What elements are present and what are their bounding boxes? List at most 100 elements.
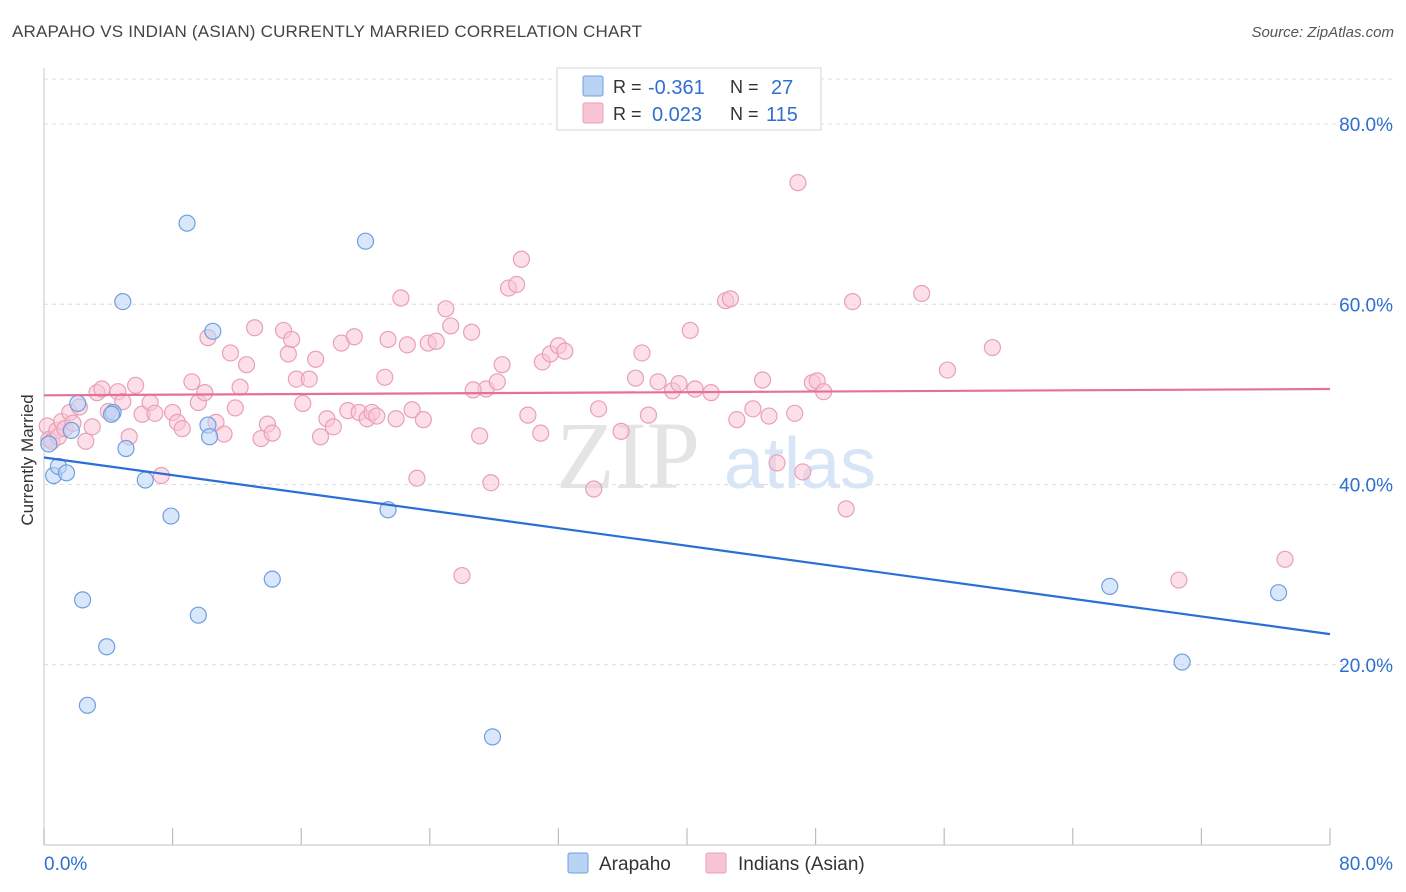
point-arapaho-12 bbox=[136, 471, 154, 489]
point-indian-31 bbox=[215, 425, 233, 443]
y-tick-label-60: 60.0% bbox=[1339, 295, 1393, 316]
data-points bbox=[38, 174, 1294, 746]
point-arapaho-15 bbox=[189, 606, 207, 624]
point-indian-63 bbox=[408, 469, 426, 487]
point-indian-95 bbox=[681, 321, 699, 340]
point-indian-99 bbox=[721, 290, 740, 308]
point-arapaho-22 bbox=[483, 728, 502, 746]
point-arapaho-5 bbox=[69, 394, 87, 413]
point-indian-80 bbox=[519, 406, 537, 424]
legend-label-arapaho: Arapaho bbox=[599, 854, 671, 875]
point-indian-66 bbox=[427, 332, 445, 350]
point-indian-104 bbox=[768, 454, 786, 472]
point-indian-32 bbox=[221, 344, 240, 362]
axes bbox=[43, 68, 1331, 846]
stats-r-value-indian: 0.023 bbox=[652, 104, 702, 126]
point-indian-75 bbox=[488, 373, 506, 391]
y-tick-label-40: 40.0% bbox=[1339, 476, 1393, 497]
point-indian-101 bbox=[744, 400, 762, 418]
y-tick-label-20: 20.0% bbox=[1339, 656, 1393, 677]
point-arapaho-8 bbox=[98, 638, 116, 656]
point-indian-100 bbox=[728, 411, 746, 429]
stats-r-value-arapaho: -0.361 bbox=[648, 77, 705, 99]
point-arapaho-25 bbox=[1269, 584, 1288, 602]
point-indian-79 bbox=[512, 250, 531, 268]
point-indian-96 bbox=[686, 380, 704, 398]
point-arapaho-23 bbox=[1101, 577, 1119, 595]
point-indian-107 bbox=[794, 463, 812, 481]
trend-line-arapaho bbox=[43, 456, 1331, 636]
point-indian-35 bbox=[237, 356, 256, 374]
point-indian-22 bbox=[152, 466, 170, 485]
trend-line-indian bbox=[43, 387, 1331, 397]
point-indian-52 bbox=[345, 328, 363, 346]
point-arapaho-17 bbox=[200, 428, 219, 446]
point-indian-67 bbox=[437, 300, 455, 318]
point-indian-33 bbox=[226, 399, 244, 417]
point-indian-105 bbox=[786, 404, 804, 422]
x-tick-label-max: 80.0% bbox=[1339, 854, 1393, 875]
point-arapaho-24 bbox=[1173, 653, 1191, 671]
stats-swatch-arapaho bbox=[582, 75, 604, 97]
point-indian-103 bbox=[760, 407, 778, 425]
y-tick-labels: 20.0% 40.0% 60.0% 80.0% bbox=[1339, 115, 1393, 677]
point-indian-111 bbox=[837, 500, 855, 518]
point-indian-114 bbox=[938, 361, 957, 379]
point-arapaho-4 bbox=[62, 421, 80, 440]
point-indian-49 bbox=[324, 418, 342, 436]
x-tick-label-min: 0.0% bbox=[44, 854, 87, 875]
trend-lines bbox=[43, 387, 1331, 636]
point-indian-21 bbox=[146, 404, 164, 422]
point-indian-87 bbox=[589, 400, 608, 418]
point-indian-86 bbox=[585, 480, 603, 498]
point-indian-56 bbox=[368, 407, 386, 425]
point-indian-84 bbox=[556, 342, 574, 360]
point-arapaho-3 bbox=[57, 464, 76, 482]
legend-swatch-arapaho bbox=[567, 852, 589, 874]
point-arapaho-7 bbox=[78, 696, 97, 714]
point-arapaho-6 bbox=[73, 591, 92, 609]
legend-label-indian: Indians (Asian) bbox=[738, 854, 865, 875]
point-indian-69 bbox=[462, 323, 481, 341]
y-tick-label-80: 80.0% bbox=[1339, 115, 1393, 136]
point-indian-74 bbox=[453, 566, 471, 585]
point-arapaho-13 bbox=[162, 507, 180, 525]
point-indian-16 bbox=[114, 393, 132, 411]
point-indian-60 bbox=[392, 289, 410, 307]
point-indian-45 bbox=[300, 370, 318, 388]
point-indian-94 bbox=[670, 374, 688, 393]
point-indian-57 bbox=[376, 368, 394, 386]
point-indian-47 bbox=[311, 428, 330, 446]
point-arapaho-26 bbox=[102, 405, 121, 423]
point-indian-34 bbox=[231, 378, 249, 396]
legend-swatch-indian bbox=[705, 852, 727, 874]
point-indian-91 bbox=[639, 406, 658, 424]
point-indian-88 bbox=[612, 422, 630, 440]
point-indian-46 bbox=[307, 350, 325, 368]
stats-box: R = -0.361 N = 27 R = 0.023 N = 115 bbox=[556, 67, 822, 131]
point-arapaho-14 bbox=[178, 214, 196, 232]
point-indian-113 bbox=[913, 284, 931, 303]
point-indian-112 bbox=[843, 292, 862, 311]
point-indian-39 bbox=[263, 424, 281, 442]
point-indian-28 bbox=[196, 384, 214, 402]
point-indian-61 bbox=[398, 336, 416, 354]
point-indian-116 bbox=[1170, 571, 1188, 589]
point-indian-44 bbox=[294, 394, 312, 413]
zipatlas-watermark: ZIP atlas bbox=[556, 402, 876, 509]
point-indian-68 bbox=[442, 317, 460, 335]
chart-title: ARAPAHO VS INDIAN (ASIAN) CURRENTLY MARR… bbox=[12, 22, 643, 41]
point-arapaho-19 bbox=[263, 570, 281, 588]
point-indian-115 bbox=[983, 338, 1002, 357]
stats-n-label-arapaho: N = bbox=[730, 77, 759, 97]
watermark-zip: ZIP bbox=[556, 402, 700, 509]
point-indian-42 bbox=[282, 330, 301, 349]
stats-r-label-arapaho: R = bbox=[613, 77, 642, 97]
stats-n-value-indian: 115 bbox=[766, 104, 798, 126]
point-indian-25 bbox=[173, 420, 191, 438]
point-arapaho-0 bbox=[40, 435, 58, 453]
point-indian-89 bbox=[626, 369, 645, 387]
point-indian-58 bbox=[379, 330, 397, 349]
point-arapaho-18 bbox=[204, 322, 222, 340]
